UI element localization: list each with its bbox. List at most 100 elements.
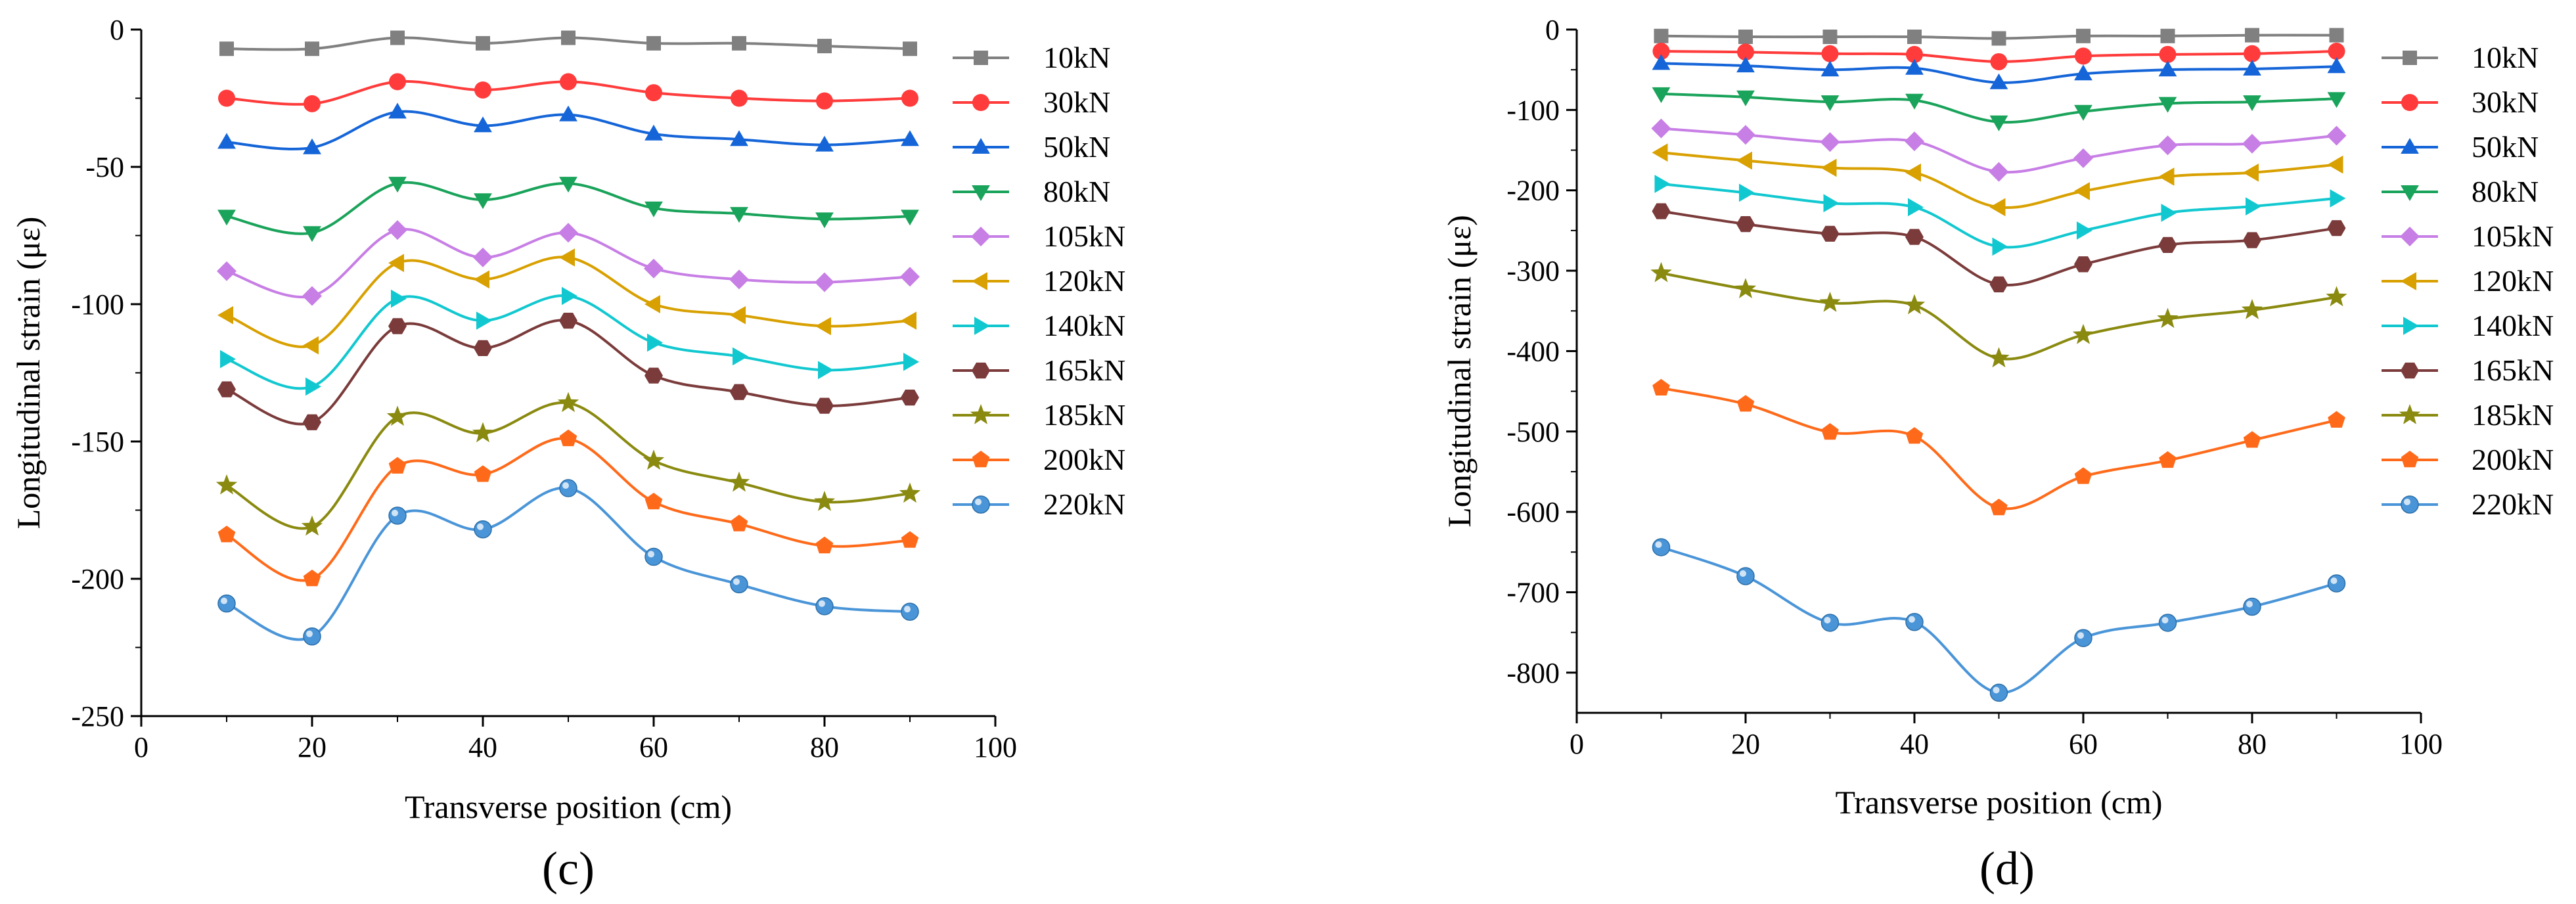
data-point-c-105kN-x90	[900, 267, 920, 287]
legend-label-c-220kN: 220kN	[1043, 487, 1125, 521]
data-point-d-165kN-x80	[2243, 232, 2261, 248]
data-point-c-200kN-x60	[644, 493, 663, 510]
legend-label-c-165kN: 165kN	[1043, 353, 1125, 387]
data-point-c-30kN-x60	[645, 84, 662, 102]
data-point-c-185kN-x60	[643, 449, 665, 470]
legend-marker-d-220kN	[2401, 495, 2419, 514]
legend-entry-d-30kN: 30kN	[2382, 85, 2539, 119]
data-point-d-165kN-x50	[1989, 276, 2008, 292]
data-point-d-30kN-x70	[2159, 45, 2177, 63]
data-point-d-30kN-x80	[2244, 45, 2261, 62]
y-tick-label-c: -50	[85, 151, 124, 183]
data-point-d-30kN-x60	[2075, 47, 2092, 65]
data-point-d-220kN-x10	[1652, 538, 1671, 556]
legend-entry-d-120kN: 120kN	[2382, 264, 2554, 298]
data-point-c-200kN-x30	[388, 457, 407, 474]
data-point-d-50kN-x30	[1820, 60, 1840, 77]
legend-entry-c-50kN: 50kN	[953, 130, 1110, 164]
data-point-d-10kN-x10	[1654, 28, 1669, 43]
legend-label-c-10kN: 10kN	[1043, 41, 1110, 74]
data-point-c-165kN-x70	[730, 384, 748, 400]
legend-marker-d-80kN	[2401, 185, 2419, 201]
data-point-d-10kN-x20	[1738, 30, 1753, 45]
data-point-d-185kN-x80	[2241, 299, 2263, 319]
legend-marker-d-120kN	[2401, 272, 2416, 290]
data-point-c-220kN-x50	[559, 479, 577, 497]
data-point-d-165kN-x30	[1820, 225, 1840, 242]
legend-label-c-50kN: 50kN	[1043, 130, 1110, 164]
legend-marker-c-185kN	[970, 404, 992, 424]
data-point-c-120kN-x90	[901, 311, 916, 330]
data-point-d-220kN-x20	[1736, 567, 1755, 585]
series-c-30kN	[218, 73, 918, 112]
data-point-c-220kN-x20-highlight	[306, 630, 313, 637]
data-point-d-80kN-x80	[2243, 95, 2261, 112]
data-point-c-30kN-x50	[560, 73, 577, 91]
data-point-c-10kN-x60	[646, 35, 661, 51]
data-point-d-140kN-x80	[2246, 197, 2261, 215]
data-point-d-80kN-x70	[2158, 97, 2177, 113]
data-point-c-10kN-x50	[561, 30, 576, 45]
data-point-d-165kN-x10	[1652, 203, 1671, 219]
data-point-d-30kN-x90	[2328, 43, 2345, 60]
data-point-d-105kN-x10	[1651, 118, 1671, 139]
data-point-c-120kN-x50	[559, 248, 575, 267]
data-point-c-10kN-x80	[817, 39, 832, 54]
data-point-d-165kN-x40	[1905, 229, 1924, 245]
data-point-d-185kN-x40	[1903, 294, 1926, 315]
legend-marker-c-140kN	[974, 317, 990, 335]
data-point-c-200kN-x20	[303, 570, 321, 587]
legend-marker-c-165kN	[972, 362, 990, 379]
data-point-d-105kN-x70	[2158, 135, 2178, 156]
x-tick-label-c: 100	[974, 731, 1017, 763]
data-point-d-200kN-x40	[1905, 427, 1924, 444]
data-point-c-220kN-x80-highlight	[819, 600, 825, 607]
legend-label-c-185kN: 185kN	[1043, 398, 1125, 432]
data-point-c-120kN-x80	[815, 317, 831, 336]
y-tick-label-d: -400	[1506, 335, 1560, 367]
y-tick-label-d: -800	[1506, 657, 1560, 689]
legend-label-d-10kN: 10kN	[2472, 41, 2539, 74]
data-point-d-165kN-x20	[1736, 216, 1755, 233]
x-tick-label-c: 40	[468, 731, 497, 763]
legend-entry-c-140kN: 140kN	[953, 309, 1125, 342]
data-point-c-120kN-x20	[303, 336, 319, 355]
data-point-d-120kN-x70	[2158, 168, 2175, 186]
data-point-c-140kN-x70	[733, 347, 748, 366]
data-point-c-220kN-x10-highlight	[221, 597, 227, 604]
legend-marker-c-80kN	[972, 185, 990, 201]
data-point-d-220kN-x60	[2074, 629, 2092, 647]
data-point-d-105kN-x80	[2242, 133, 2262, 154]
legend-label-d-105kN: 105kN	[2472, 219, 2554, 253]
data-point-d-185kN-x10	[1650, 261, 1672, 282]
y-tick-label-d: 0	[1545, 14, 1560, 46]
data-point-d-220kN-x40-highlight	[1909, 616, 1915, 623]
data-point-c-50kN-x50	[559, 105, 577, 122]
data-point-c-120kN-x40	[474, 270, 489, 289]
data-point-c-165kN-x50	[559, 313, 577, 329]
data-point-c-80kN-x10	[217, 210, 236, 226]
data-point-c-10kN-x10	[219, 41, 234, 56]
data-point-c-50kN-x10	[217, 133, 236, 149]
data-point-d-30kN-x10	[1652, 43, 1670, 60]
legend-marker-d-140kN	[2403, 317, 2419, 335]
series-c-200kN	[217, 429, 919, 587]
legend-entry-c-220kN: 220kN	[953, 487, 1125, 521]
data-point-c-200kN-x50	[559, 429, 577, 447]
data-point-c-10kN-x30	[390, 30, 405, 45]
data-point-c-140kN-x60	[647, 333, 663, 352]
data-point-d-220kN-x20-highlight	[1740, 570, 1746, 577]
data-point-c-220kN-x80	[815, 597, 834, 616]
legend-marker-d-220kN-highlight	[2404, 499, 2410, 505]
data-point-d-80kN-x60	[2074, 104, 2092, 121]
legend-label-d-30kN: 30kN	[2472, 85, 2539, 119]
data-point-c-220kN-x10	[217, 594, 236, 613]
data-point-d-220kN-x30	[1820, 614, 1840, 632]
data-point-d-50kN-x50	[1989, 73, 2008, 89]
series-d-120kN	[1652, 143, 2343, 217]
x-tick-label-d: 0	[1570, 728, 1584, 760]
x-axis-title-d: Transverse position (cm)	[1835, 784, 2162, 821]
legend-entry-c-80kN: 80kN	[953, 175, 1110, 208]
data-point-d-105kN-x50	[1989, 162, 2009, 182]
